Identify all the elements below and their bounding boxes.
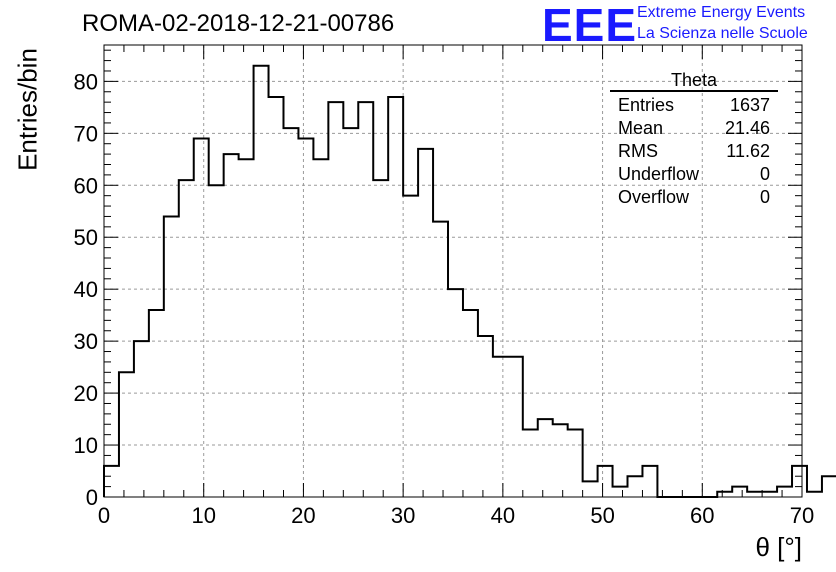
logo-subtitle-line2: La Scienza nelle Scuole	[637, 25, 808, 42]
histogram-bin	[628, 476, 643, 497]
histogram-bin	[777, 487, 792, 497]
chart-title: ROMA-02-2018-12-21-00786	[82, 10, 395, 37]
y-tick-label: 80	[74, 69, 98, 94]
histogram-bin	[343, 128, 358, 497]
histogram-bin	[418, 149, 433, 497]
histogram-bin	[328, 102, 343, 497]
stats-label: Mean	[618, 118, 664, 138]
y-tick-label: 40	[74, 277, 98, 302]
histogram-bin	[792, 466, 807, 497]
y-tick-label: 0	[86, 485, 98, 510]
histogram-bin	[508, 357, 523, 497]
histogram-bin	[433, 222, 448, 497]
histogram-bin	[538, 419, 553, 497]
x-tick-label: 50	[590, 503, 614, 528]
histogram-bin	[254, 66, 269, 497]
y-tick-label: 10	[74, 433, 98, 458]
stats-value: 1637	[729, 95, 770, 115]
x-tick-label: 30	[391, 503, 415, 528]
stats-title: Theta	[670, 70, 718, 90]
histogram-bin	[283, 128, 298, 497]
stats-row-mean: Mean 21.46	[610, 117, 778, 140]
stats-label: RMS	[618, 141, 658, 161]
x-tick-label: 20	[291, 503, 315, 528]
histogram-bin	[358, 102, 373, 497]
histogram-bin	[313, 159, 328, 497]
histogram-bin	[104, 466, 119, 497]
histogram-bin	[493, 357, 508, 497]
histogram-bin	[762, 492, 777, 497]
histogram-bin	[269, 97, 284, 497]
x-axis-label: θ [°]	[755, 532, 802, 562]
histogram-bin	[119, 372, 134, 497]
histogram-bin	[717, 492, 732, 497]
histogram-bin	[224, 154, 239, 497]
stats-value: 0	[759, 187, 770, 207]
stats-value: 11.62	[726, 141, 770, 161]
y-tick-label: 70	[74, 121, 98, 146]
logo-subtitle-line1: Extreme Energy Events	[637, 4, 806, 21]
eee-logo: EEE	[542, 0, 638, 51]
histogram-bin	[164, 216, 179, 497]
histogram-bin	[568, 429, 583, 497]
histogram-bin	[613, 487, 628, 497]
stats-row-overflow: Overflow 0	[610, 186, 778, 209]
histogram-bin	[403, 196, 418, 497]
histogram-bin	[553, 424, 568, 497]
x-tick-label: 70	[790, 503, 814, 528]
histogram-bin	[388, 97, 403, 497]
histogram-bin	[807, 492, 822, 497]
histogram-bin	[179, 180, 194, 497]
histogram-bin	[822, 476, 836, 497]
stats-row-entries: Entries 1637	[610, 94, 778, 117]
x-tick-label: 60	[690, 503, 714, 528]
y-tick-label: 50	[74, 225, 98, 250]
histogram-bin	[239, 159, 254, 497]
x-tick-label: 0	[98, 503, 110, 528]
histogram-bin	[732, 487, 747, 497]
histogram-bin	[747, 492, 762, 497]
stats-value: 0	[759, 164, 770, 184]
stats-value: 21.46	[724, 118, 770, 138]
histogram-bin	[478, 336, 493, 497]
x-tick-label: 10	[191, 503, 215, 528]
histogram-bin	[373, 180, 388, 497]
histogram-bin	[642, 466, 657, 497]
histogram-bin	[463, 310, 478, 497]
stats-box: Theta Entries 1637 Mean 21.46 RMS 11.62 …	[610, 70, 778, 209]
histogram-bin	[598, 466, 613, 497]
histogram-bin	[448, 289, 463, 497]
histogram-bin	[194, 139, 209, 497]
histogram-bin	[134, 341, 149, 497]
stats-label: Underflow	[618, 164, 700, 184]
stats-row-underflow: Underflow 0	[610, 163, 778, 186]
y-tick-label: 20	[74, 381, 98, 406]
y-tick-label: 60	[74, 173, 98, 198]
stats-row-rms: RMS 11.62	[610, 140, 778, 163]
histogram-line	[103, 64, 836, 498]
x-tick-label: 40	[491, 503, 515, 528]
y-axis-label: Entries/bin	[12, 48, 43, 171]
histogram-bin	[149, 310, 164, 497]
histogram-bin	[583, 481, 598, 497]
histogram-bin	[209, 185, 224, 497]
plot-frame	[103, 44, 803, 498]
stats-divider	[610, 90, 778, 92]
histogram-bin	[298, 139, 313, 497]
histogram-bin	[523, 429, 538, 497]
y-tick-label: 30	[74, 329, 98, 354]
stats-label: Entries	[618, 95, 675, 115]
stats-label: Overflow	[618, 187, 690, 207]
